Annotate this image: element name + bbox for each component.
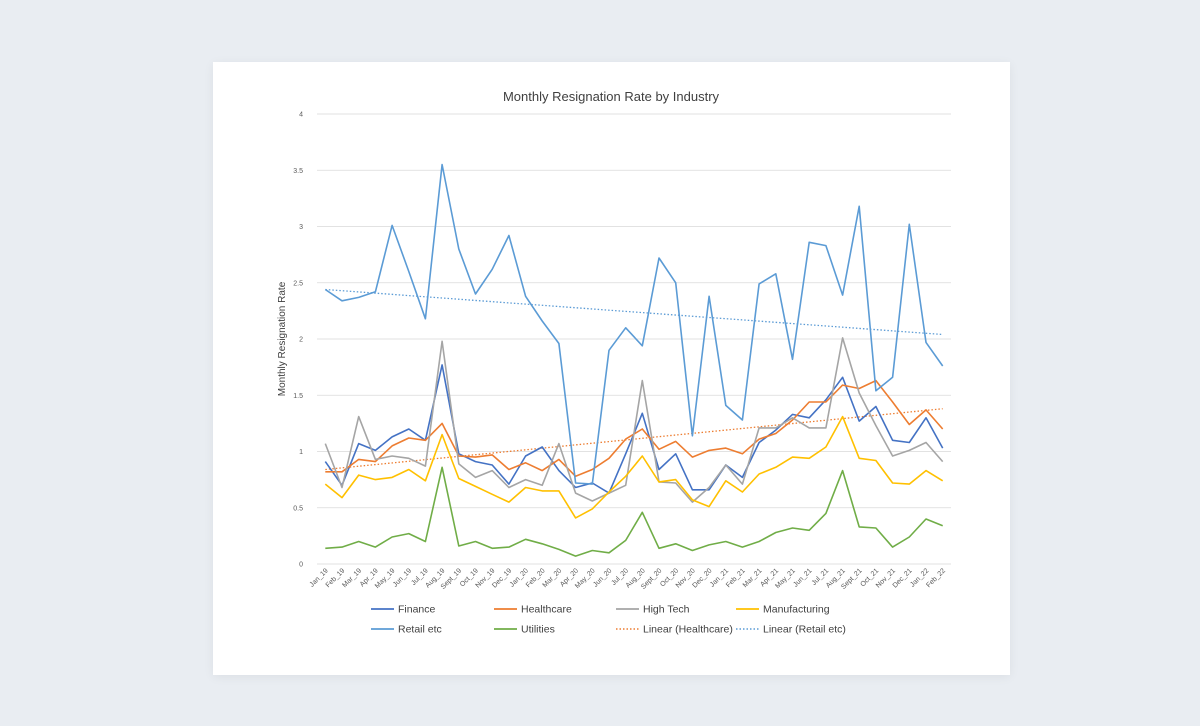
series-lines	[324, 163, 944, 557]
legend-label-healthcare: Healthcare	[521, 604, 572, 616]
y-tick-label: 1.5	[293, 393, 303, 400]
y-tick-label: 1	[299, 449, 303, 456]
chart-card: Monthly Resignation Rate by Industry Mon…	[213, 62, 1010, 675]
resignation-rate-chart: Monthly Resignation Rate by Industry Mon…	[277, 89, 951, 636]
y-tick-label: 2.5	[293, 280, 303, 287]
series-line-retail-etc	[324, 163, 944, 485]
y-tick-label: 2	[299, 337, 303, 344]
legend-label-retail-etc: Retail etc	[398, 624, 442, 636]
x-axis-ticks: Jan_19Feb_19Mar_19Apr_19May_19Jun_19Jul_…	[309, 567, 948, 590]
gridlines	[317, 113, 951, 565]
legend: Finance Healthcare High Tech Manufacturing R…	[371, 604, 846, 636]
y-tick-label: 0.5	[293, 505, 303, 512]
legend-label-high-tech: High Tech	[643, 604, 690, 616]
y-tick-label: 0	[299, 562, 303, 569]
x-tick-label: Jun_19	[392, 567, 413, 588]
legend-label-linear-healthcare: Linear (Healthcare)	[643, 624, 733, 636]
legend-label-finance: Finance	[398, 604, 436, 616]
series-line-high-tech	[324, 337, 944, 503]
legend-label-manufacturing: Manufacturing	[763, 604, 830, 616]
legend-label-linear-retail-etc: Linear (Retail etc)	[763, 624, 846, 636]
series-line-utilities	[325, 466, 944, 557]
trendline-linear-retail-etc	[325, 288, 943, 336]
legend-label-utilities: Utilities	[521, 624, 555, 636]
x-tick-label: Jun_21	[792, 567, 813, 588]
x-tick-label: Jun_20	[592, 567, 613, 588]
y-tick-label: 3	[299, 224, 303, 231]
chart-title: Monthly Resignation Rate by Industry	[503, 89, 720, 104]
trendlines	[325, 288, 943, 471]
y-axis-label: Monthly Resignation Rate	[277, 281, 288, 396]
series-line-manufacturing	[324, 415, 944, 519]
y-axis-ticks: 0 0.5 1 1.5 2 2.5 3 3.5 4	[293, 112, 303, 569]
y-tick-label: 3.5	[293, 168, 303, 175]
y-tick-label: 4	[299, 112, 303, 119]
